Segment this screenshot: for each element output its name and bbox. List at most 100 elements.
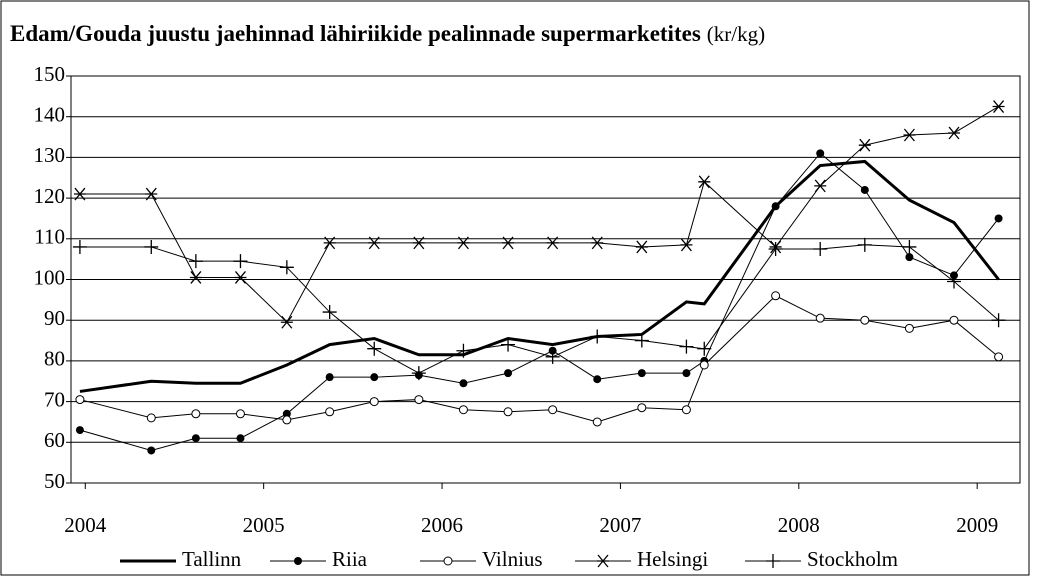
y-tick-label: 150	[34, 62, 66, 86]
legend-item: Riia	[270, 547, 368, 571]
marker	[902, 239, 917, 254]
marker	[147, 446, 156, 455]
marker	[858, 138, 871, 152]
marker	[191, 409, 201, 419]
x-tick-label: 2009	[956, 513, 998, 537]
marker	[414, 395, 424, 405]
marker	[946, 274, 961, 289]
marker	[280, 315, 293, 329]
marker	[991, 313, 1006, 328]
marker	[679, 339, 694, 354]
marker	[548, 405, 558, 415]
marker	[771, 291, 781, 301]
legend-label: Tallinn	[182, 547, 242, 571]
marker	[282, 415, 292, 425]
marker	[813, 241, 828, 256]
marker	[857, 237, 872, 252]
marker	[504, 369, 513, 378]
marker	[634, 333, 649, 348]
marker	[459, 379, 468, 388]
marker	[144, 239, 159, 254]
y-tick-label: 120	[34, 184, 66, 208]
marker	[699, 360, 709, 370]
marker	[233, 254, 248, 269]
series-line	[79, 295, 999, 423]
y-tick-label: 70	[44, 387, 65, 411]
legend-item: Stockholm	[745, 547, 898, 571]
series-line	[79, 159, 1000, 393]
marker	[992, 100, 1005, 113]
marker	[815, 313, 825, 323]
marker	[412, 236, 425, 250]
marker	[698, 175, 711, 189]
marker	[188, 254, 203, 269]
y-tick-label: 50	[44, 469, 65, 493]
series-line	[79, 106, 999, 324]
marker	[75, 395, 85, 405]
marker	[637, 369, 646, 378]
series-line	[79, 244, 999, 374]
marker	[680, 238, 693, 252]
marker	[370, 373, 379, 382]
marker	[597, 554, 609, 568]
y-tick-label: 60	[44, 428, 65, 452]
x-tick-label: 2008	[778, 513, 820, 537]
legend-label: Stockholm	[807, 547, 898, 571]
marker	[279, 260, 294, 275]
marker	[458, 405, 468, 415]
marker	[502, 236, 515, 250]
x-tick-label: 2004	[64, 513, 107, 537]
marker	[456, 343, 471, 358]
marker	[236, 434, 245, 443]
marker	[771, 202, 780, 211]
marker	[73, 187, 86, 201]
marker	[369, 397, 379, 407]
legend-label: Riia	[332, 547, 368, 571]
marker	[635, 240, 648, 254]
legend-label: Vilnius	[482, 547, 543, 571]
marker	[72, 239, 87, 254]
marker	[592, 417, 602, 427]
marker	[637, 403, 647, 413]
legend-item: Tallinn	[120, 547, 242, 571]
marker	[546, 236, 559, 250]
marker	[593, 375, 602, 384]
marker	[768, 241, 783, 256]
y-tick-label: 90	[44, 306, 65, 330]
marker	[860, 315, 870, 325]
x-tick-label: 2006	[421, 513, 463, 537]
marker	[294, 557, 302, 565]
marker	[545, 349, 560, 364]
marker	[325, 407, 335, 417]
marker	[325, 373, 334, 382]
marker	[681, 405, 691, 415]
y-tick-label: 110	[34, 225, 65, 249]
marker	[282, 409, 291, 418]
y-tick-label: 140	[34, 103, 66, 127]
marker	[368, 236, 381, 250]
legend-item: Helsingi	[575, 547, 708, 571]
x-tick-label: 2005	[243, 513, 285, 537]
marker	[145, 187, 158, 201]
plot-area	[70, 75, 1021, 484]
marker	[501, 337, 516, 352]
marker	[949, 315, 959, 325]
marker	[905, 253, 914, 262]
marker	[503, 407, 513, 417]
marker	[816, 149, 825, 158]
marker	[189, 271, 202, 284]
marker	[591, 236, 604, 250]
marker	[860, 185, 869, 194]
marker	[457, 236, 470, 250]
y-tick-label: 80	[44, 347, 65, 371]
marker	[411, 366, 426, 381]
marker	[367, 341, 382, 356]
legend-item: Vilnius	[420, 547, 543, 571]
marker	[994, 352, 1004, 362]
marker	[75, 426, 84, 435]
marker	[814, 179, 827, 193]
marker	[191, 434, 200, 443]
title-unit: (kr/kg)	[707, 22, 765, 46]
